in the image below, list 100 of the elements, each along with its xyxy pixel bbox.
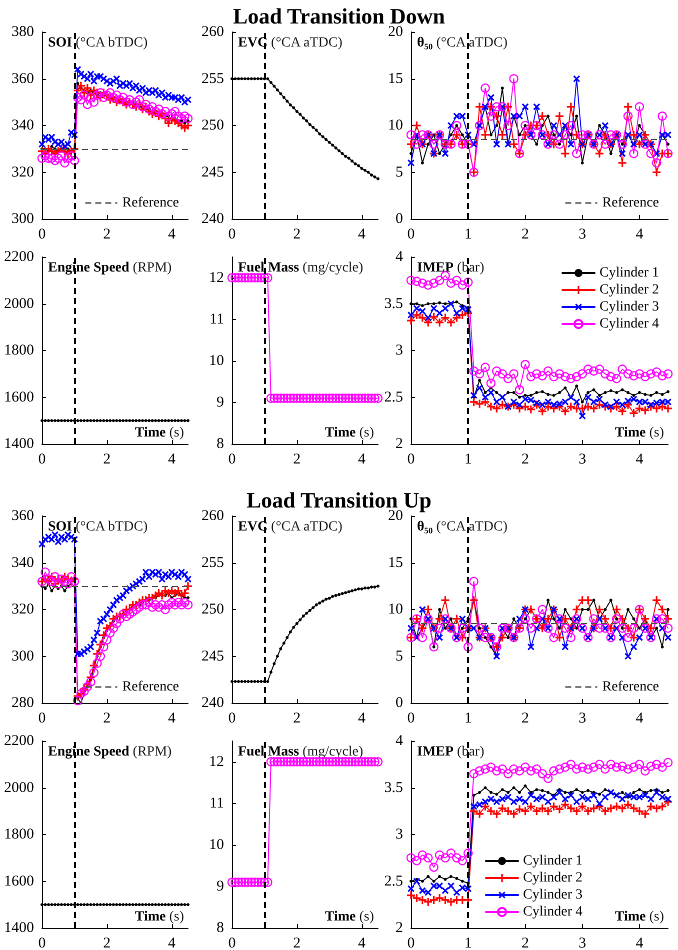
y-tick-label: 340: [12, 554, 34, 571]
x-tick-label: 2: [521, 226, 529, 242]
y-tick-label: 0: [396, 695, 403, 711]
y-tick-label: 2.5: [384, 873, 403, 890]
y-tick-label: 3: [396, 826, 403, 842]
y-tick-label: 11: [210, 311, 224, 328]
y-tick-label: 320: [12, 602, 34, 618]
y-tick-label: 3: [396, 342, 403, 358]
x-tick-label: 3: [578, 710, 586, 726]
y-tick-label: 260: [202, 508, 224, 524]
y-axis-title: IMEP (bar): [417, 260, 485, 276]
legend-label: Cylinder 1: [523, 854, 582, 868]
y-tick-label: 10: [209, 836, 224, 853]
x-axis-title: Time (s): [614, 910, 664, 924]
y-tick-label: 300: [12, 648, 34, 664]
x-axis-title: Time (s): [134, 426, 184, 440]
y-tick-label: 240: [202, 211, 224, 227]
y-tick-label: 300: [12, 211, 34, 227]
y-tick-label: 10: [388, 118, 403, 134]
x-tick-label: 2: [103, 710, 111, 726]
y-tick-label: 4: [396, 249, 404, 265]
y-tick-label: 245: [202, 164, 224, 180]
y-tick-label: 9: [216, 394, 224, 410]
legend-label: Cylinder 2: [523, 870, 582, 886]
x-tick-label: 1: [464, 936, 472, 950]
x-tick-label: 2: [293, 452, 301, 468]
y-tick-label: 2: [396, 920, 403, 936]
legend-label: Cylinder 1: [600, 266, 660, 280]
x-tick-label: 4: [168, 226, 176, 242]
y-tick-label: 250: [202, 118, 224, 134]
x-tick-label: 4: [358, 710, 366, 726]
x-tick-label: 4: [358, 452, 366, 468]
y-tick-label: 1600: [4, 389, 34, 406]
x-tick-label: 4: [168, 936, 176, 950]
y-tick-label: 8: [216, 920, 224, 936]
legend-label: Cylinder 4: [523, 904, 582, 920]
x-tick-label: 4: [168, 710, 176, 726]
y-axis-title: θ₅₀ (°CA aTDC): [417, 36, 508, 50]
x-tick-label: 2: [103, 936, 111, 950]
x-axis-title: Time (s): [324, 426, 374, 440]
y-tick-label: 1800: [4, 342, 34, 358]
x-tick-label: 2: [521, 452, 529, 468]
y-tick-label: 0: [396, 211, 403, 227]
y-axis-title: Engine Speed (RPM): [48, 744, 172, 760]
y-tick-label: 8: [216, 436, 224, 452]
y-tick-label: 380: [12, 24, 34, 40]
y-axis-title: Fuel Mass (mg/cycle): [238, 260, 364, 276]
legend-label: Cylinder 3: [600, 300, 660, 314]
x-tick-label: 0: [228, 710, 236, 726]
y-tick-label: 2200: [4, 249, 34, 265]
y-tick-label: 255: [202, 70, 224, 87]
y-tick-label: 280: [12, 695, 34, 711]
y-tick-label: 245: [202, 648, 224, 664]
y-tick-label: 340: [12, 118, 34, 134]
x-axis-title: Time (s): [324, 910, 374, 924]
y-tick-label: 1600: [4, 873, 34, 890]
y-tick-label: 255: [202, 554, 224, 571]
x-axis-title: Time (s): [134, 910, 184, 924]
y-tick-label: 360: [12, 508, 34, 524]
x-tick-label: 4: [636, 226, 644, 242]
y-tick-label: 5: [396, 648, 403, 664]
x-tick-label: 4: [168, 452, 176, 468]
x-tick-label: 3: [578, 226, 586, 242]
x-tick-label: 3: [578, 452, 586, 468]
x-tick-label: 0: [38, 226, 46, 242]
x-tick-label: 0: [38, 452, 46, 468]
legend-label: Reference: [122, 196, 180, 210]
y-tick-label: 20: [388, 508, 403, 524]
x-tick-label: 0: [228, 936, 236, 950]
y-axis-title: EVC (°CA aTDC): [238, 36, 343, 50]
y-tick-label: 4: [396, 733, 404, 749]
x-tick-label: 3: [578, 936, 586, 950]
x-tick-label: 1: [464, 226, 472, 242]
y-tick-label: 5: [396, 164, 403, 180]
y-tick-label: 3.5: [384, 780, 403, 796]
x-tick-label: 4: [358, 936, 366, 950]
x-tick-label: 1: [464, 710, 472, 726]
x-tick-label: 4: [636, 710, 644, 726]
x-tick-label: 2: [293, 710, 301, 726]
x-tick-label: 0: [407, 710, 415, 726]
y-tick-label: 1800: [4, 826, 34, 842]
legend-label: Reference: [602, 196, 660, 210]
legend-label: Reference: [122, 680, 180, 694]
y-tick-label: 2.5: [384, 389, 403, 406]
legend-label: Cylinder 4: [600, 316, 660, 332]
x-tick-label: 0: [38, 710, 46, 726]
y-tick-label: 15: [388, 554, 403, 571]
y-tick-label: 1400: [4, 920, 34, 936]
y-tick-label: 20: [388, 24, 403, 40]
y-axis-title: θ₅₀ (°CA aTDC): [417, 520, 508, 534]
x-tick-label: 0: [38, 936, 46, 950]
y-tick-label: 1400: [4, 436, 34, 452]
y-tick-label: 320: [12, 164, 34, 180]
y-tick-label: 2000: [4, 296, 34, 312]
x-tick-label: 4: [358, 226, 366, 242]
y-tick-label: 11: [210, 795, 224, 812]
y-axis-title: Engine Speed (RPM): [48, 260, 172, 276]
x-axis-title: Time (s): [614, 426, 664, 440]
x-tick-label: 2: [293, 226, 301, 242]
y-axis-title: Fuel Mass (mg/cycle): [238, 744, 364, 760]
